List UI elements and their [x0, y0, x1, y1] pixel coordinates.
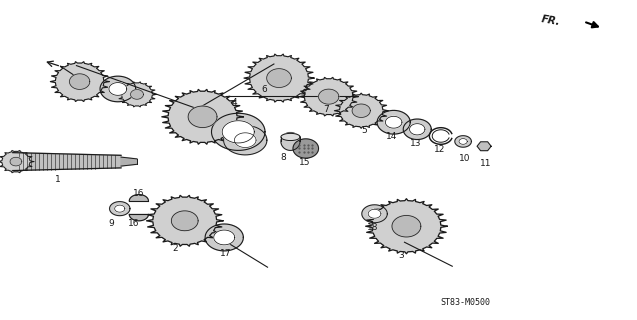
Polygon shape — [244, 54, 314, 102]
Polygon shape — [403, 119, 431, 140]
Polygon shape — [110, 202, 130, 216]
Text: 15: 15 — [299, 158, 310, 167]
Text: 6: 6 — [261, 85, 268, 94]
Polygon shape — [477, 142, 491, 151]
Polygon shape — [100, 76, 136, 102]
Text: ST83-M0500: ST83-M0500 — [440, 298, 490, 307]
Polygon shape — [0, 150, 34, 173]
Text: 16: 16 — [128, 219, 140, 228]
Polygon shape — [234, 133, 256, 148]
Polygon shape — [109, 83, 127, 95]
Text: 5: 5 — [361, 126, 368, 135]
Text: FR.: FR. — [541, 14, 561, 28]
Polygon shape — [115, 205, 125, 212]
Polygon shape — [147, 196, 223, 246]
Text: 11: 11 — [480, 159, 491, 168]
Polygon shape — [188, 106, 217, 128]
Polygon shape — [459, 139, 467, 144]
Text: 8: 8 — [280, 153, 287, 162]
Text: 18: 18 — [367, 223, 378, 232]
Polygon shape — [214, 230, 234, 245]
Polygon shape — [281, 132, 300, 150]
Polygon shape — [385, 116, 402, 128]
Text: 10: 10 — [459, 154, 471, 163]
Polygon shape — [392, 215, 421, 237]
Polygon shape — [211, 113, 265, 150]
Polygon shape — [368, 209, 381, 218]
Polygon shape — [10, 157, 22, 166]
Polygon shape — [455, 136, 471, 147]
Polygon shape — [121, 157, 137, 166]
Text: 7: 7 — [323, 105, 329, 114]
Polygon shape — [224, 125, 267, 155]
Polygon shape — [267, 69, 291, 87]
Polygon shape — [334, 93, 388, 128]
Text: 17: 17 — [220, 249, 232, 258]
Polygon shape — [362, 205, 387, 223]
Polygon shape — [222, 121, 254, 143]
Polygon shape — [352, 104, 370, 117]
Polygon shape — [281, 133, 300, 140]
Text: 4: 4 — [232, 98, 237, 107]
Text: 12: 12 — [434, 145, 445, 154]
Text: 16: 16 — [133, 189, 145, 198]
Text: 9: 9 — [108, 219, 115, 228]
Text: 14: 14 — [386, 132, 397, 141]
Text: 1: 1 — [54, 175, 61, 184]
Polygon shape — [13, 153, 121, 171]
Polygon shape — [377, 110, 410, 134]
Polygon shape — [69, 74, 90, 89]
Polygon shape — [366, 199, 447, 254]
Polygon shape — [162, 89, 243, 144]
Polygon shape — [129, 214, 148, 221]
Polygon shape — [299, 77, 358, 116]
Polygon shape — [171, 211, 198, 231]
Polygon shape — [131, 90, 143, 99]
Polygon shape — [318, 89, 339, 104]
Polygon shape — [50, 62, 109, 101]
Text: 13: 13 — [410, 139, 421, 148]
Polygon shape — [410, 124, 425, 135]
Polygon shape — [205, 224, 243, 251]
Text: 3: 3 — [398, 252, 404, 260]
Polygon shape — [293, 139, 318, 158]
Polygon shape — [129, 195, 148, 201]
Text: 2: 2 — [173, 244, 178, 253]
Polygon shape — [118, 82, 156, 107]
